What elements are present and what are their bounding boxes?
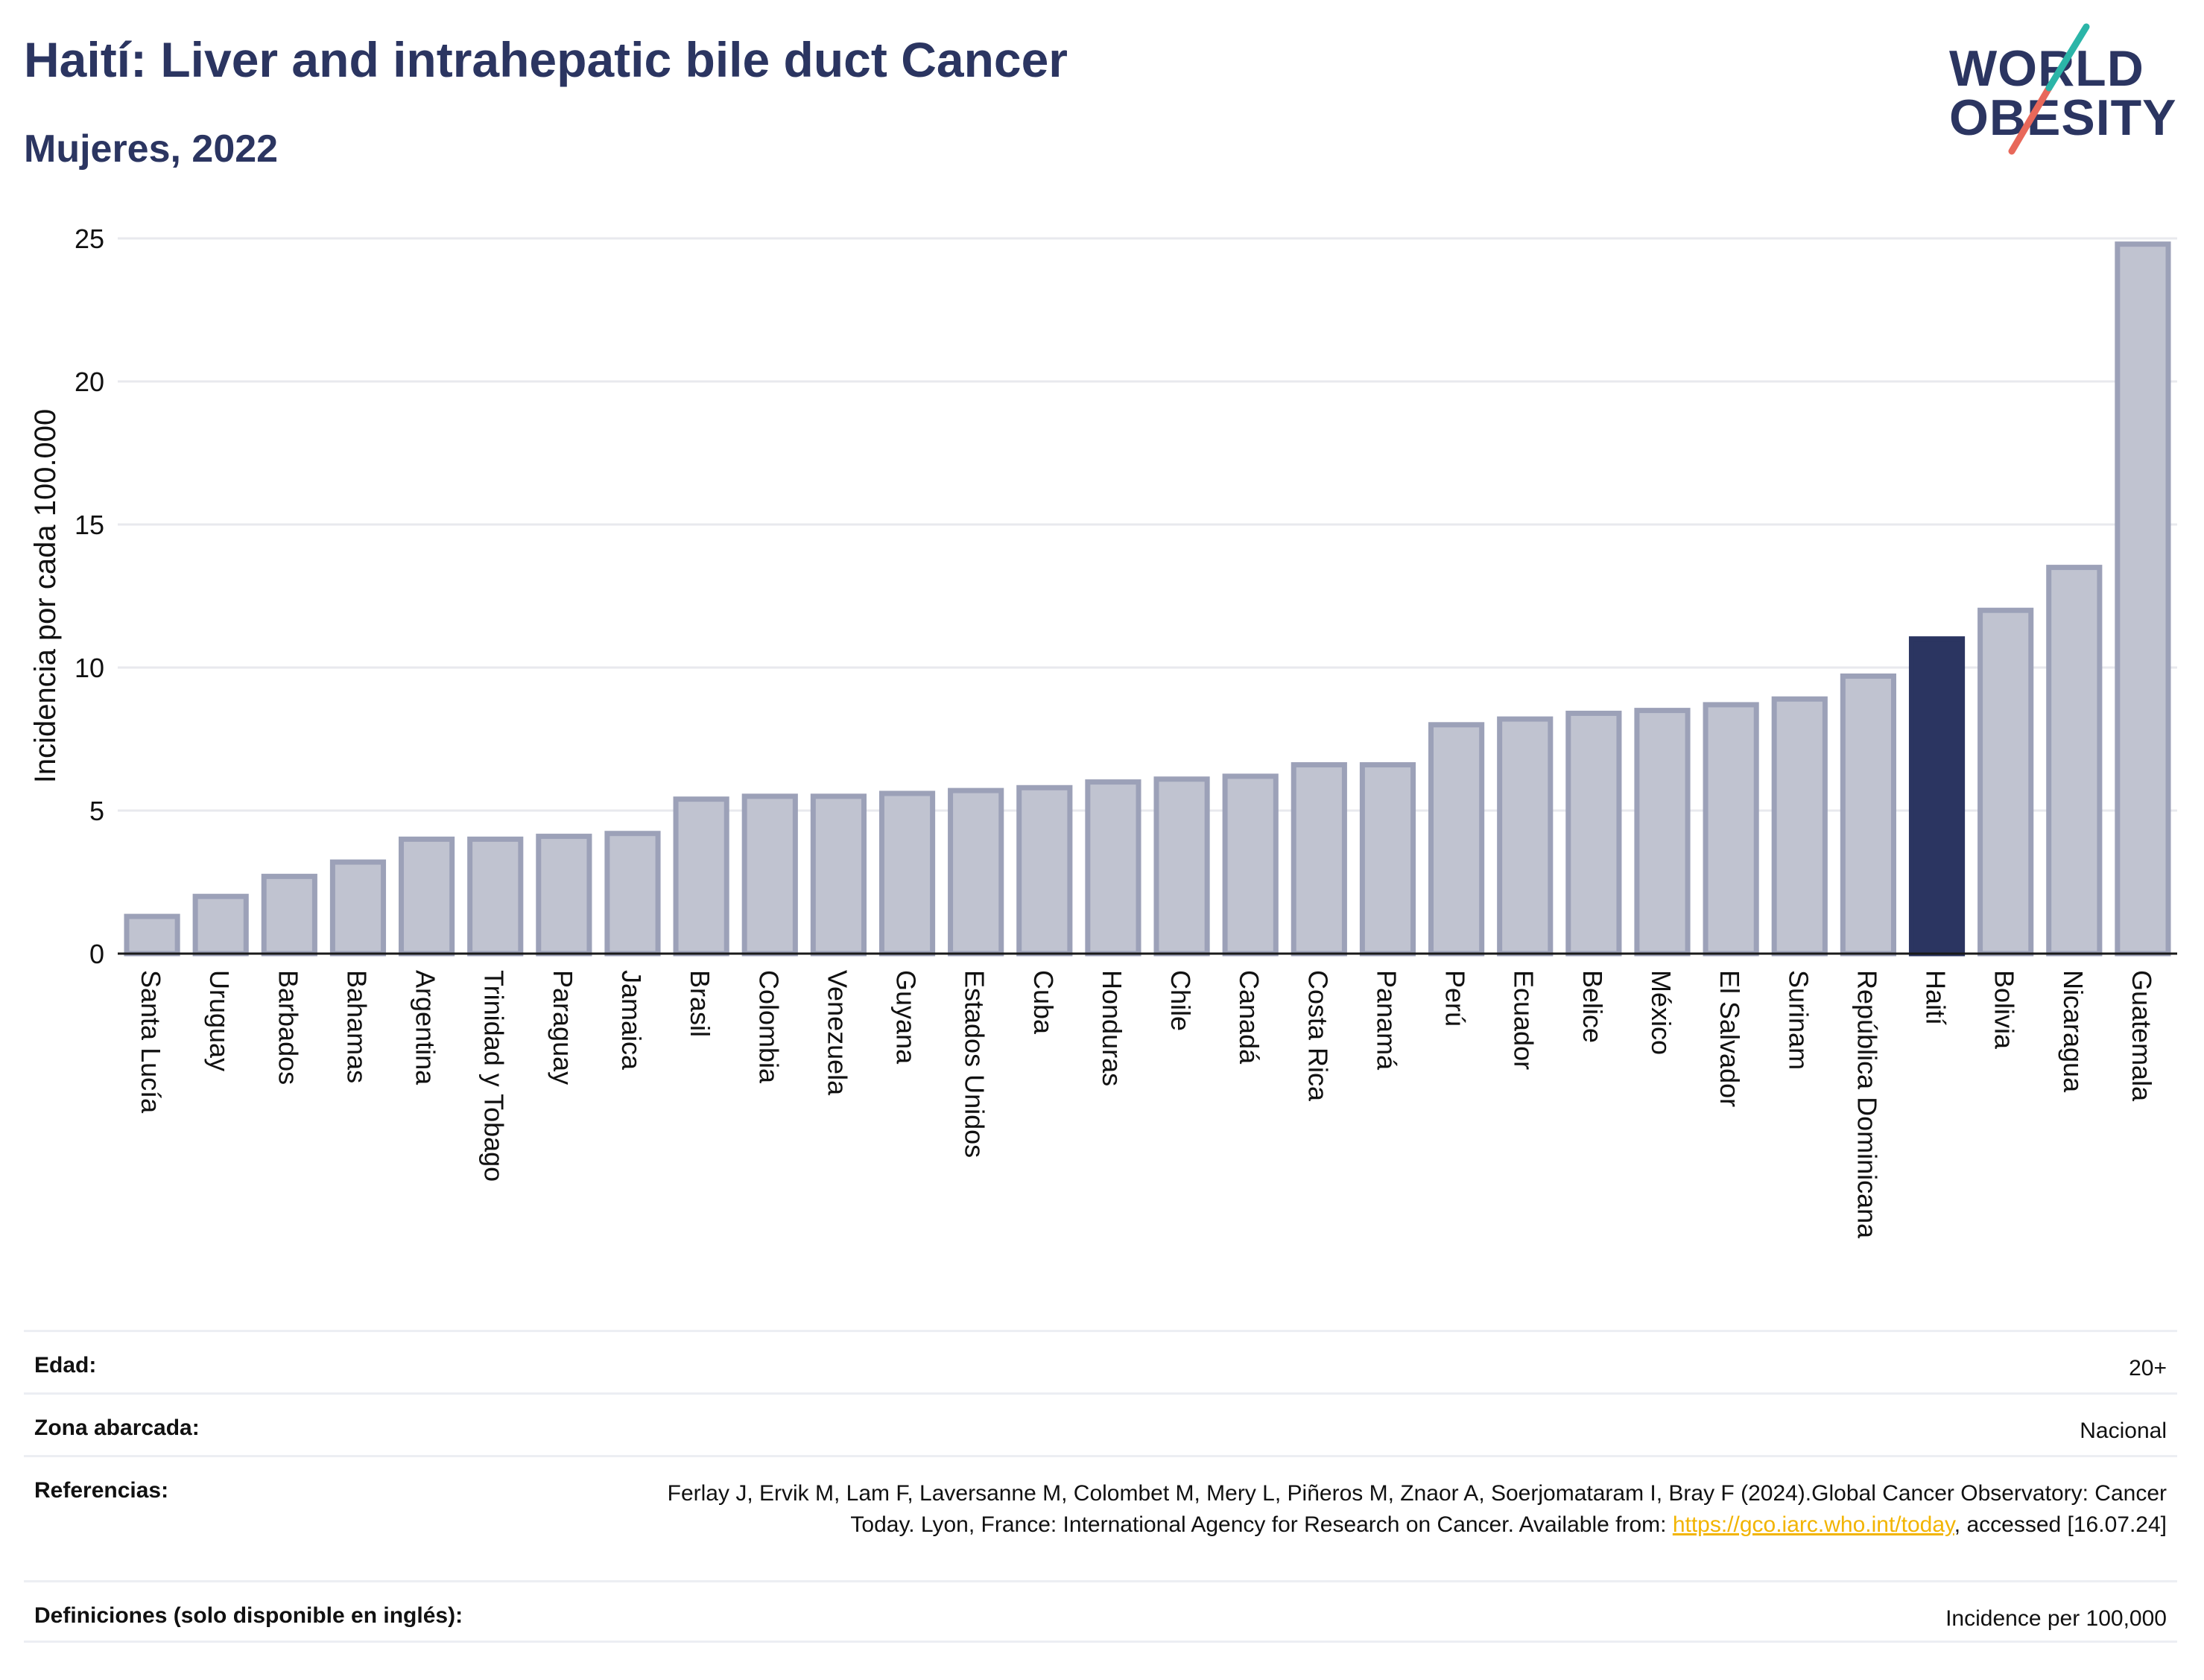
x-tick-label: Canadá [1234, 970, 1264, 1065]
age-label: Edad: [34, 1353, 97, 1378]
x-tick-label: Costa Rica [1302, 970, 1333, 1102]
y-tick-label: 10 [75, 653, 104, 683]
references-label: Referencias: [34, 1478, 169, 1503]
definitions-label: Definiciones (solo disponible en inglés)… [34, 1603, 463, 1628]
bars [124, 241, 2171, 957]
area-value: Nacional [2080, 1419, 2167, 1443]
bar-bolivia [1977, 607, 2034, 957]
chart-subtitle: Mujeres, 2022 [24, 127, 279, 171]
x-tick-label: Estados Unidos [960, 970, 990, 1158]
x-tick-label: Belice [1577, 970, 1608, 1043]
bar-haití [1908, 636, 1966, 957]
x-tick-label: Paraguay [548, 970, 578, 1085]
x-tick-label: Panamá [1371, 970, 1402, 1071]
chart-title: Haití: Liver and intrahepatic bile duct … [24, 32, 1068, 87]
x-tick-label: República Dominicana [1852, 970, 1882, 1239]
y-tick-label: 20 [75, 367, 104, 397]
x-tick-label: Santa Lucía [136, 970, 166, 1114]
x-tick-label: Barbados [273, 970, 303, 1085]
bar-surinam [1771, 696, 1828, 957]
bar-argentina [399, 836, 455, 957]
y-tick-label: 5 [89, 796, 104, 826]
x-tick-labels: Santa Lucía Uruguay Barbados Bahamas Argenti… [136, 970, 2157, 1239]
x-tick-label: Haití [1921, 970, 1951, 1025]
bar-panamá [1359, 762, 1416, 957]
references-link[interactable]: https://gco.iarc.who.int/today [1672, 1512, 1954, 1537]
y-tick-label: 25 [75, 224, 104, 254]
x-tick-label: Trinidad y Tobago [479, 970, 510, 1182]
bar-chile [1153, 776, 1210, 957]
bar-guyana [878, 790, 936, 957]
bar-estados-unidos [948, 787, 1004, 957]
references-text: Ferlay J, Ervik M, Lam F, Laversanne M, … [667, 1481, 2167, 1537]
bar-trinidad-y-tobago [467, 836, 524, 957]
x-tick-label: Venezuela [822, 970, 852, 1096]
x-tick-label: Guyana [891, 970, 922, 1065]
bar-venezuela [810, 793, 867, 957]
bar-chart: 0 5 10 15 20 25 Santa Lucía Uruguay Barbados Bah… [29, 224, 2177, 1239]
bar-honduras [1085, 779, 1141, 957]
bar-barbados [261, 873, 317, 957]
info-row-references: Referencias: Ferlay J, Ervik M, Lam F, L… [24, 1455, 2177, 1580]
x-tick-label: Bolivia [1989, 970, 2020, 1050]
gridlines [118, 237, 2177, 812]
y-tick-label: 0 [89, 939, 104, 969]
logo-line-1: WORLD [1949, 40, 2144, 97]
x-tick-label: Surinam [1783, 970, 1814, 1070]
x-tick-label: Bahamas [341, 970, 372, 1083]
bar-jamaica [604, 831, 661, 957]
references-suffix: , accessed [16.07.24] [1954, 1512, 2167, 1537]
bar-costa-rica [1291, 762, 1347, 957]
bar-perú [1428, 722, 1485, 957]
bar-bahamas [329, 859, 387, 957]
bar-república-dominicana [1840, 673, 1896, 957]
x-tick-label: Guatemala [2127, 970, 2157, 1102]
area-label: Zona abarcada: [34, 1416, 200, 1440]
y-tick-label: 15 [75, 510, 104, 540]
bar-el-salvador [1703, 702, 1759, 957]
x-tick-label: Ecuador [1509, 970, 1539, 1070]
bar-paraguay [536, 834, 592, 957]
x-tick-label: Colombia [753, 970, 784, 1084]
age-value: 20+ [2129, 1356, 2167, 1381]
bar-uruguay [192, 893, 249, 957]
bar-nicaragua [2046, 565, 2103, 957]
x-tick-label: Nicaragua [2058, 970, 2089, 1093]
references-value: Ferlay J, Ervik M, Lam F, Laversanne M, … [602, 1478, 2167, 1541]
bar-méxico [1634, 708, 1691, 957]
x-tick-label: Uruguay [204, 970, 235, 1071]
bar-belice [1565, 710, 1622, 957]
x-tick-label: Jamaica [616, 970, 647, 1071]
info-table: Edad: 20+ Zona abarcada: Nacional Refere… [24, 1330, 2177, 1643]
bar-colombia [741, 793, 798, 957]
world-obesity-logo: WORLD OBESITY [1937, 21, 2191, 162]
x-tick-label: El Salvador [1714, 970, 1745, 1107]
x-tick-label: Brasil [685, 970, 715, 1037]
info-row-area: Zona abarcada: Nacional [24, 1392, 2177, 1455]
logo-line-2: OBESITY [1949, 89, 2177, 146]
y-axis-label: Incidencia por cada 100.000 [29, 409, 62, 784]
bar-guatemala [2115, 241, 2171, 957]
x-tick-label: Perú [1440, 970, 1471, 1027]
info-row-definitions: Definiciones (solo disponible en inglés)… [24, 1580, 2177, 1643]
y-tick-labels: 0 5 10 15 20 25 [75, 224, 104, 969]
bar-santa-lucía [124, 913, 180, 957]
x-tick-label: México [1646, 970, 1676, 1055]
bar-canadá [1222, 773, 1279, 957]
x-tick-label: Honduras [1097, 970, 1127, 1086]
x-tick-label: Chile [1165, 970, 1196, 1031]
definitions-value: Incidence per 100,000 [1945, 1606, 2167, 1631]
logo-slash-icon [2008, 23, 2090, 155]
info-row-age: Edad: 20+ [24, 1330, 2177, 1392]
x-tick-label: Argentina [411, 970, 441, 1085]
x-tick-label: Cuba [1028, 970, 1059, 1035]
bar-cuba [1016, 784, 1073, 957]
bar-ecuador [1497, 716, 1554, 957]
bar-brasil [673, 796, 729, 957]
